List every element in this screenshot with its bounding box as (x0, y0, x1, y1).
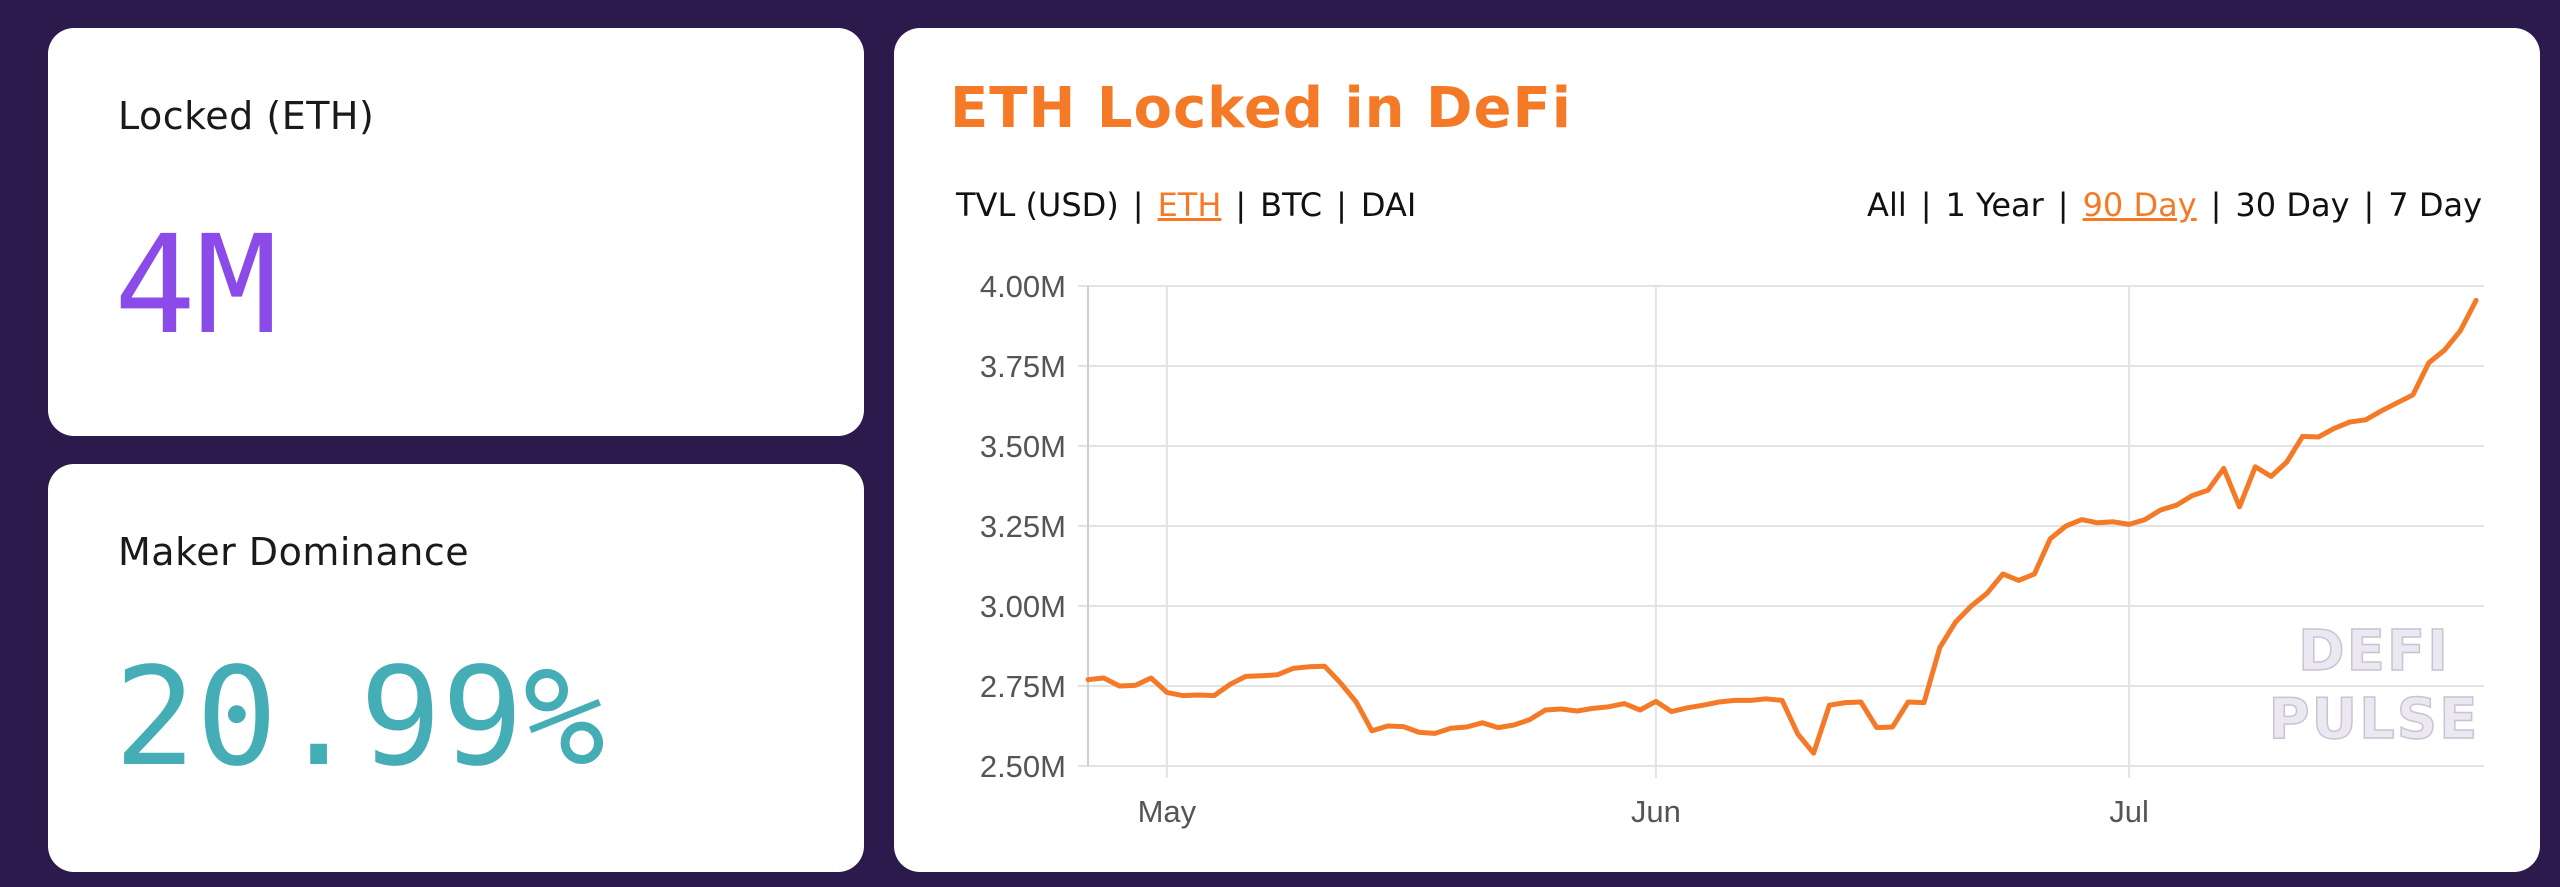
y-tick-label: 2.50M (980, 749, 1066, 784)
defi-pulse-watermark: DEFI PULSE (2268, 618, 2480, 753)
chart-title: ETH Locked in DeFi (950, 76, 1572, 141)
locked-eth-label: Locked (ETH) (118, 94, 375, 138)
separator: | (1132, 186, 1144, 224)
range-toggle-group: All | 1 Year | 90 Day | 30 Day | 7 Day (1867, 186, 2482, 224)
unit-toggle-btc[interactable]: BTC (1260, 186, 1323, 224)
series-line (1085, 297, 2479, 756)
range-toggle-30-day[interactable]: 30 Day (2235, 186, 2350, 224)
maker-dominance-card: Maker Dominance 20.99% (48, 464, 864, 872)
chart-card: ETH Locked in DeFi TVL (USD) | ETH | BTC… (894, 28, 2540, 872)
locked-eth-card: Locked (ETH) 4M (48, 28, 864, 436)
unit-toggle-group: TVL (USD) | ETH | BTC | DAI (956, 186, 1416, 224)
series (1085, 297, 2479, 756)
range-toggle-1-year[interactable]: 1 Year (1945, 186, 2044, 224)
maker-dominance-label: Maker Dominance (118, 530, 470, 574)
y-tick-label: 3.25M (980, 509, 1066, 544)
watermark-line-2: PULSE (2269, 687, 2480, 752)
grid (1078, 285, 2484, 778)
y-tick-label: 2.75M (980, 669, 1066, 704)
x-tick-label: Jul (2109, 794, 2149, 829)
y-tick-label: 3.00M (980, 589, 1066, 624)
separator: | (1920, 186, 1932, 224)
y-tick-label: 3.50M (980, 429, 1066, 464)
y-tick-label: 3.75M (980, 349, 1066, 384)
unit-toggle-dai[interactable]: DAI (1360, 186, 1417, 224)
y-tick-label: 4.00M (980, 269, 1066, 304)
eth-locked-line-chart: DEFI PULSE 4.00M 3.75M 3.50M 3.25M 3.00M 2.75… (980, 269, 2484, 829)
x-tick-label: Jun (1631, 794, 1681, 829)
unit-toggle-tvl-usd[interactable]: TVL (USD) (956, 186, 1119, 224)
locked-eth-value: 4M (114, 207, 278, 365)
axes: 4.00M 3.75M 3.50M 3.25M 3.00M 2.75M 2.50M May Ju… (980, 269, 2149, 829)
range-toggle-90-day[interactable]: 90 Day (2082, 186, 2197, 224)
watermark-line-1: DEFI (2298, 619, 2450, 684)
unit-toggle-eth[interactable]: ETH (1157, 186, 1222, 224)
separator: | (2210, 186, 2222, 224)
separator: | (1336, 186, 1347, 224)
maker-dominance-value: 20.99% (114, 639, 606, 797)
range-toggle-all[interactable]: All (1867, 186, 1907, 224)
range-toggle-7-day[interactable]: 7 Day (2388, 186, 2482, 224)
separator: | (2363, 186, 2375, 224)
separator: | (1235, 186, 1247, 224)
x-tick-label: May (1138, 794, 1197, 829)
separator: | (2057, 186, 2069, 224)
